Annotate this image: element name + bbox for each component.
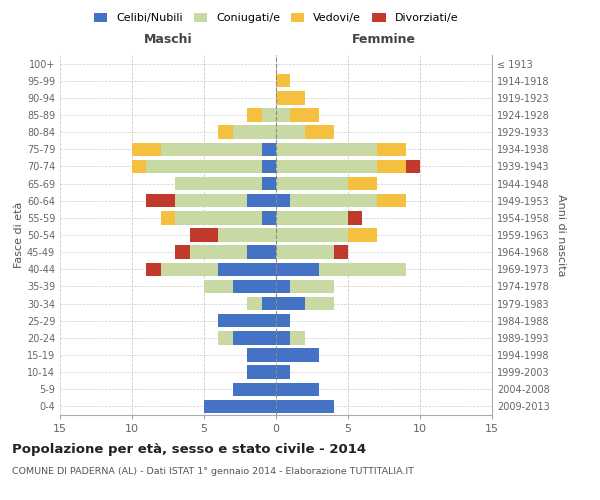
Bar bbox=[247, 366, 276, 379]
Bar bbox=[132, 142, 161, 156]
Bar bbox=[262, 108, 276, 122]
Bar bbox=[146, 262, 161, 276]
Bar bbox=[276, 126, 305, 139]
Bar bbox=[233, 331, 276, 344]
Bar bbox=[175, 246, 190, 259]
Bar bbox=[305, 297, 334, 310]
Bar bbox=[218, 262, 276, 276]
Bar bbox=[247, 194, 276, 207]
Bar bbox=[204, 400, 276, 413]
Bar bbox=[262, 297, 276, 310]
Bar bbox=[247, 297, 262, 310]
Bar bbox=[132, 160, 146, 173]
Bar bbox=[334, 246, 348, 259]
Bar bbox=[146, 160, 262, 173]
Bar bbox=[290, 108, 319, 122]
Bar bbox=[290, 331, 305, 344]
Bar bbox=[218, 314, 276, 328]
Bar bbox=[305, 126, 334, 139]
Bar bbox=[276, 228, 348, 241]
Bar bbox=[161, 142, 262, 156]
Bar bbox=[190, 228, 218, 241]
Legend: Celibi/Nubili, Coniugati/e, Vedovi/e, Divorziati/e: Celibi/Nubili, Coniugati/e, Vedovi/e, Di… bbox=[89, 8, 463, 28]
Bar bbox=[276, 160, 377, 173]
Bar bbox=[247, 108, 262, 122]
Bar bbox=[276, 211, 348, 224]
Bar bbox=[276, 142, 377, 156]
Bar bbox=[276, 400, 334, 413]
Text: COMUNE DI PADERNA (AL) - Dati ISTAT 1° gennaio 2014 - Elaborazione TUTTITALIA.IT: COMUNE DI PADERNA (AL) - Dati ISTAT 1° g… bbox=[12, 468, 414, 476]
Bar bbox=[276, 348, 319, 362]
Bar bbox=[276, 382, 319, 396]
Bar bbox=[233, 126, 276, 139]
Bar bbox=[276, 74, 290, 88]
Bar bbox=[247, 246, 276, 259]
Bar bbox=[276, 108, 290, 122]
Bar bbox=[218, 228, 276, 241]
Bar bbox=[348, 211, 362, 224]
Bar bbox=[276, 177, 348, 190]
Bar bbox=[161, 211, 175, 224]
Bar bbox=[290, 280, 334, 293]
Bar bbox=[218, 331, 233, 344]
Bar bbox=[161, 262, 218, 276]
Bar bbox=[262, 160, 276, 173]
Bar bbox=[377, 194, 406, 207]
Bar bbox=[204, 280, 233, 293]
Bar bbox=[262, 211, 276, 224]
Bar bbox=[276, 280, 290, 293]
Bar bbox=[175, 211, 262, 224]
Bar bbox=[233, 280, 276, 293]
Bar bbox=[262, 142, 276, 156]
Bar bbox=[406, 160, 420, 173]
Bar bbox=[218, 126, 233, 139]
Text: Femmine: Femmine bbox=[352, 32, 416, 46]
Bar bbox=[146, 194, 175, 207]
Bar bbox=[276, 366, 290, 379]
Bar bbox=[276, 314, 290, 328]
Bar bbox=[233, 382, 276, 396]
Bar bbox=[190, 246, 247, 259]
Text: Popolazione per età, sesso e stato civile - 2014: Popolazione per età, sesso e stato civil… bbox=[12, 442, 366, 456]
Bar bbox=[348, 177, 377, 190]
Bar bbox=[377, 160, 406, 173]
Bar bbox=[377, 142, 406, 156]
Text: Maschi: Maschi bbox=[143, 32, 193, 46]
Bar bbox=[276, 91, 305, 104]
Bar bbox=[262, 177, 276, 190]
Bar bbox=[276, 194, 290, 207]
Bar bbox=[276, 262, 319, 276]
Bar bbox=[319, 262, 406, 276]
Y-axis label: Fasce di età: Fasce di età bbox=[14, 202, 24, 268]
Bar bbox=[276, 246, 334, 259]
Bar bbox=[247, 348, 276, 362]
Bar bbox=[276, 297, 305, 310]
Bar bbox=[175, 194, 247, 207]
Y-axis label: Anni di nascita: Anni di nascita bbox=[556, 194, 566, 276]
Bar bbox=[276, 331, 290, 344]
Bar bbox=[290, 194, 377, 207]
Bar bbox=[175, 177, 262, 190]
Bar bbox=[348, 228, 377, 241]
